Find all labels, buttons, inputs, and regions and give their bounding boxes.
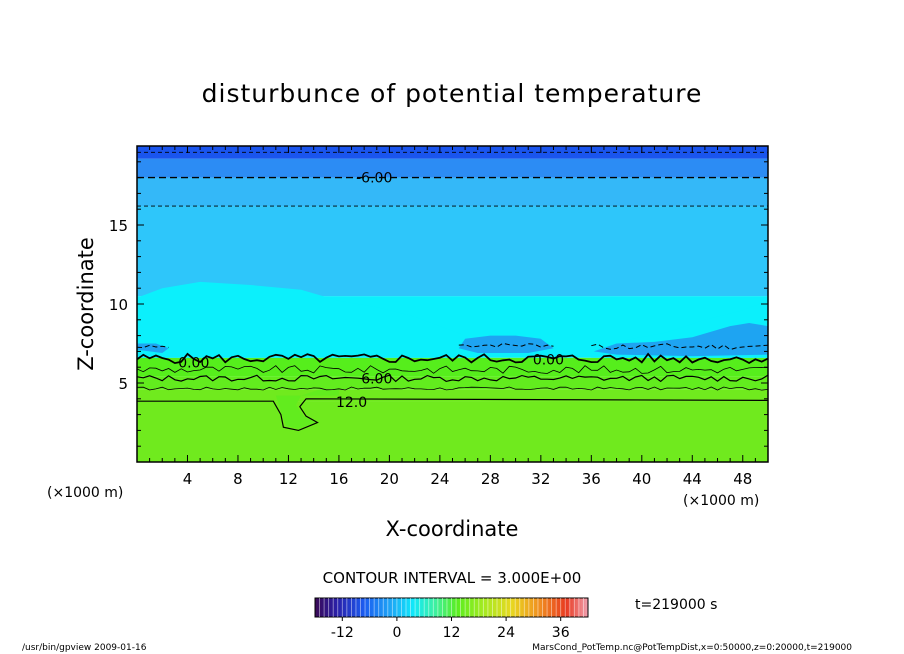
positive-contour	[137, 374, 768, 383]
x-tick-label: 8	[233, 470, 243, 488]
x-tick-label: 36	[582, 470, 601, 488]
contour-interval: CONTOUR INTERVAL = 3.000E+00	[323, 569, 582, 587]
x-tick-label: 48	[733, 470, 752, 488]
colorbar-tick-label: 0	[392, 625, 401, 641]
contour-label: 0.00	[533, 352, 564, 368]
colorbar-tick-label: 24	[497, 625, 515, 641]
colorbar-tick-label: 36	[552, 625, 570, 641]
contour-label: -6.00	[356, 171, 392, 187]
green-tongue	[275, 389, 339, 429]
negative-contour	[137, 344, 169, 349]
field-band	[137, 158, 768, 178]
z-tick-label: 15	[109, 217, 128, 235]
contour-label: 6.00	[361, 371, 392, 387]
contour-label: 0.00	[178, 355, 209, 371]
field-band	[137, 206, 768, 297]
x-tick-label: 32	[531, 470, 550, 488]
z-tick-label: 10	[109, 296, 128, 314]
field-band	[137, 177, 768, 207]
positive-contour	[137, 386, 768, 391]
x-unit-right: (×1000 m)	[683, 493, 759, 509]
x-tick-label: 16	[329, 470, 348, 488]
x-axis-label: X-coordinate	[386, 517, 519, 541]
x-tick-label: 24	[430, 470, 449, 488]
negative-contour	[458, 342, 554, 348]
field-band	[137, 376, 768, 390]
x-tick-label: 44	[683, 470, 702, 488]
positive-contour	[137, 398, 768, 432]
field-band	[137, 401, 768, 462]
x-tick-label: 12	[279, 470, 298, 488]
x-tick-label: 4	[183, 470, 193, 488]
x-tick-label: 40	[632, 470, 651, 488]
blue-patch	[137, 343, 169, 353]
x-unit-left: (×1000 m)	[47, 485, 123, 501]
x-tick-label: 20	[380, 470, 399, 488]
colorbar-tick-label: -12	[331, 625, 354, 641]
y-axis-label: Z-coordinate	[74, 237, 98, 371]
z-tick-label: 5	[118, 375, 128, 393]
footer-left: /usr/bin/gpview 2009-01-16	[22, 643, 147, 653]
chart-title: disturbunce of potential temperature	[202, 79, 703, 108]
blue-patch	[593, 323, 768, 357]
x-tick-label: 28	[481, 470, 500, 488]
positive-contour	[137, 365, 768, 374]
colorbar-tick-label: 12	[443, 625, 461, 641]
contour-label: 12.0	[336, 395, 367, 411]
footer-right: MarsCond_PotTemp.nc@PotTempDist,x=0:5000…	[532, 643, 852, 653]
time-label: t=219000 s	[635, 597, 717, 613]
zero-contour	[137, 352, 768, 365]
plot-area	[137, 146, 768, 462]
cyan-region	[137, 281, 478, 358]
